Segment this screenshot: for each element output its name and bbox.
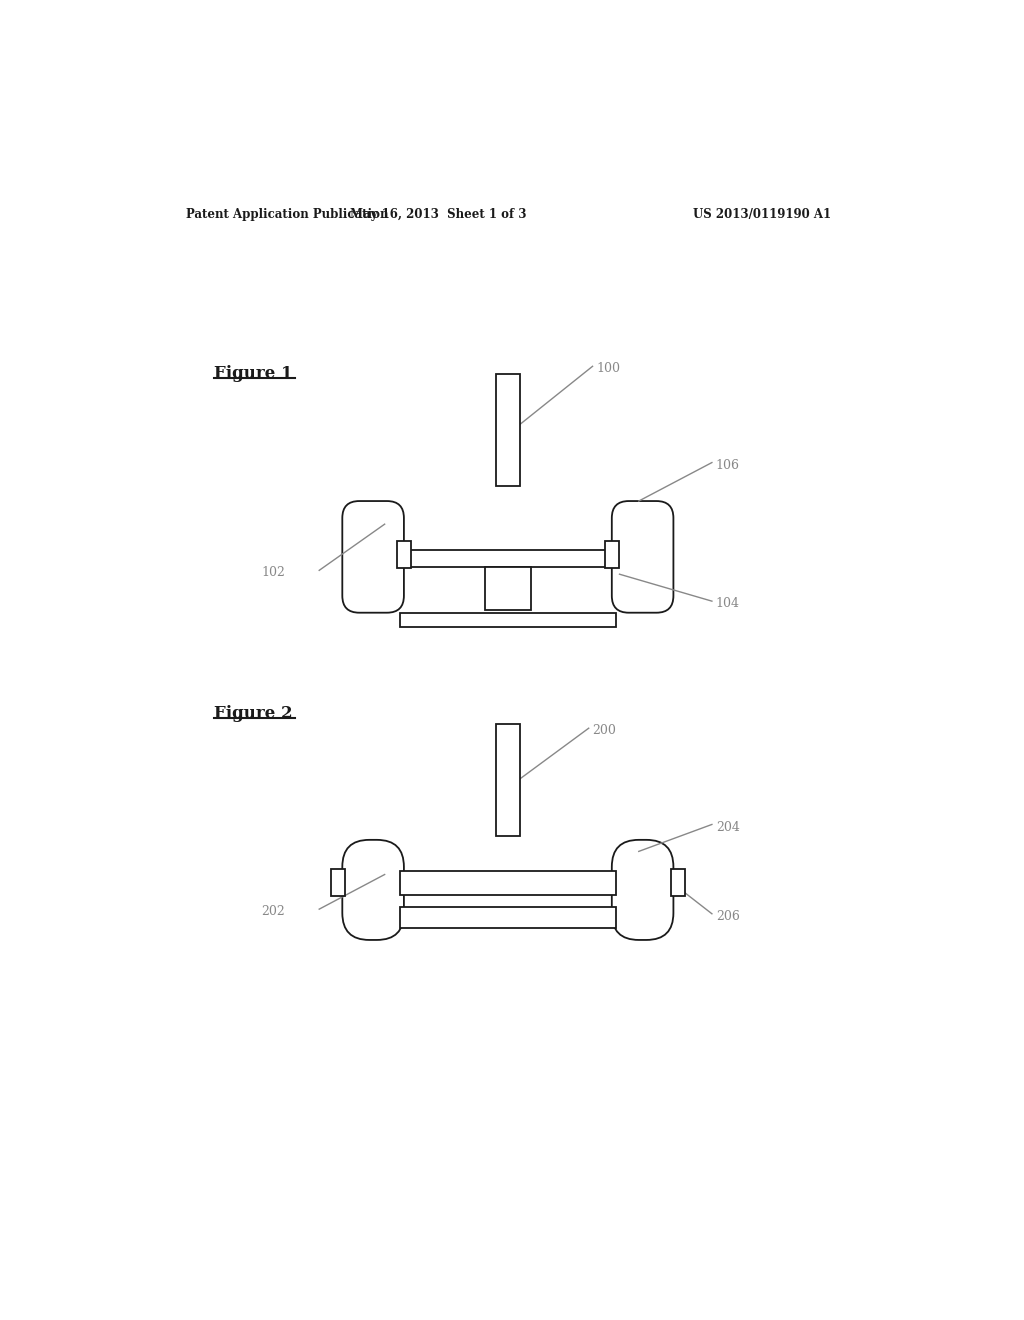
Bar [400,550,615,568]
Text: US 2013/0119190 A1: US 2013/0119190 A1 [692,209,830,222]
Text: 200: 200 [593,725,616,738]
Text: 102: 102 [261,566,286,579]
FancyBboxPatch shape [611,840,674,940]
Bar [400,907,615,928]
Text: 106: 106 [716,459,739,471]
Bar [400,614,615,627]
Text: Figure 2: Figure 2 [214,705,292,722]
Text: 100: 100 [596,363,621,375]
FancyBboxPatch shape [611,502,674,612]
FancyBboxPatch shape [342,840,403,940]
Text: 104: 104 [716,598,739,610]
FancyBboxPatch shape [342,502,403,612]
Text: 202: 202 [261,906,286,919]
Bar [331,870,345,896]
Bar [671,870,685,896]
Bar [496,374,520,486]
Text: 204: 204 [716,821,739,834]
Bar [400,871,615,895]
Text: Patent Application Publication: Patent Application Publication [186,209,388,222]
Bar [496,725,520,836]
Text: May 16, 2013  Sheet 1 of 3: May 16, 2013 Sheet 1 of 3 [350,209,526,222]
Bar [484,568,531,610]
Bar [605,541,618,569]
Text: Figure 1: Figure 1 [214,364,292,381]
Bar [397,541,411,569]
Text: 206: 206 [716,909,739,923]
